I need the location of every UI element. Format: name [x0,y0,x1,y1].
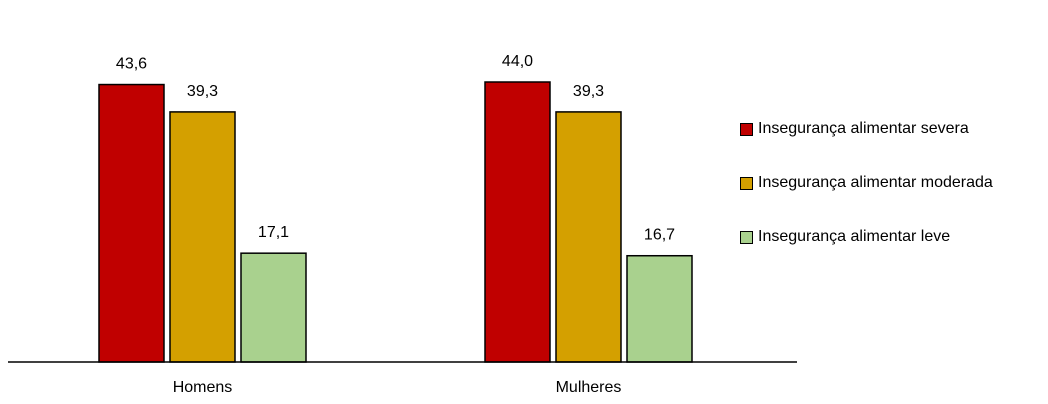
bar-homens-inseguranca-alimentar-severa [98,83,165,363]
legend-label-moderada: Insegurança alimentar moderada [758,174,993,191]
value-labels-group: 43,6 39,3 17,1 44,0 39,3 16,7 [116,53,675,244]
value-label-homens-inseguranca-alimentar-moderada: 39,3 [187,83,218,100]
legend-label-severa: Insegurança alimentar severa [758,120,969,137]
bar-homens-inseguranca-alimentar-leve [240,252,307,363]
legend-label-leve: Insegurança alimentar leve [758,228,951,245]
legend: Insegurança alimentar severa Insegurança… [740,116,1045,278]
legend-item-leve: Insegurança alimentar leve [740,224,1045,250]
value-label-mulheres-inseguranca-alimentar-severa: 44,0 [502,53,533,70]
value-label-mulheres-inseguranca-alimentar-leve: 16,7 [644,227,675,244]
legend-swatch-moderada [740,176,753,190]
legend-item-moderada: Insegurança alimentar moderada [740,170,1045,196]
legend-item-severa: Insegurança alimentar severa [740,116,1045,142]
bars-group [98,81,693,363]
value-label-homens-inseguranca-alimentar-leve: 17,1 [258,224,289,241]
bar-mulheres-inseguranca-alimentar-moderada [555,111,622,363]
bar-mulheres-inseguranca-alimentar-leve [626,254,693,363]
category-labels-group: Homens Mulheres [173,379,622,396]
legend-swatch-severa [740,122,753,136]
bar-mulheres-inseguranca-alimentar-severa [484,81,551,363]
category-label-homens: Homens [173,379,233,396]
value-label-mulheres-inseguranca-alimentar-moderada: 39,3 [573,83,604,100]
bar-homens-inseguranca-alimentar-moderada [169,111,236,363]
value-label-homens-inseguranca-alimentar-severa: 43,6 [116,56,147,73]
legend-swatch-leve [740,230,753,244]
category-label-mulheres: Mulheres [556,379,622,396]
